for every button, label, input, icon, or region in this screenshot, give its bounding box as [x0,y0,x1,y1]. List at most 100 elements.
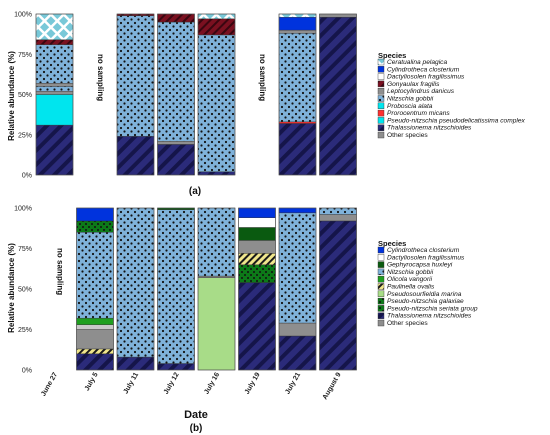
bar-outline [76,207,114,371]
x-tick-june-27: June 27 [40,371,59,397]
panel-b-x-title: Date [184,409,208,421]
no-sampling-label: no sampling [56,248,65,295]
legend-swatch [377,102,385,110]
y-tick-label: 25% [18,327,32,334]
no-sampling-label: no sampling [258,54,267,101]
x-tick-july-21: July 21 [284,371,302,395]
legend-item-dactyliosolen-fragilissimus: Dactyliosolen fragilissimus [387,74,465,81]
bar-segment-other-species [278,29,317,34]
bar-outline [116,13,155,176]
legend-item-leptocylindrus-danicus: Leptocylindrus danicus [387,88,455,95]
bar-segment-nitzschia-gobbii [157,209,195,364]
panel-b-label: (b) [190,423,203,434]
panel-a-bars: no sampling no sampling [35,13,357,176]
bar-segment-thalassionema-nitzschioides [278,335,317,371]
bar-segment-other-species [319,13,357,18]
bar-outline [197,13,236,176]
legend-title: Species [378,51,406,60]
legend-item-pseudo-nitzschia-seriata-group: Pseudo-nitzschia seriata group [387,305,478,312]
legend-swatch [377,268,385,276]
y-tick-label: 100% [14,206,32,213]
bar-segment-thalassionema-nitzschioides [319,17,357,176]
legend-item-paulinella-ovalis: Paulinella ovalis [387,284,435,291]
bar-segment-olisthodiscus-luteus [76,324,114,330]
bar-segment-nitzschia-gobbii [116,15,155,137]
bar-outline [278,207,317,371]
legend-item-cylindrotheca-closterium: Cylindrotheca closterium [387,247,460,254]
panel-b-bars: no sampling [56,207,357,371]
legend-swatch [377,319,385,327]
bar-segment-other-species [35,83,74,87]
y-tick-label: 75% [18,52,32,59]
y-tick-label: 0% [22,173,32,180]
panel-a-y-title: Relative abundance (%) [7,51,16,141]
bar-segment-ceratualina-pelagica [35,13,74,40]
bar-segment-other-species [76,329,114,350]
x-tick-july-12: July 12 [163,371,181,395]
bar-segment-cylindrotheca-closterium [278,17,317,31]
legend-swatch [377,117,385,124]
legend-swatch [377,290,385,297]
y-tick-label: 50% [18,287,32,294]
y-tick-label: 0% [22,368,32,375]
bar-segment-thalassionema-nitzschioides [157,363,195,371]
x-tick-july-11: July 11 [122,371,140,395]
y-tick-label: 100% [14,12,32,19]
legend-item-dactyliosolen-fragilissimus: Dactyliosolen fragilissimus [387,254,465,261]
bar-segment-thalassionema-nitzschioides [116,356,155,371]
x-tick-july-5: July 5 [84,371,100,392]
bar-outline [116,207,155,371]
legend-item-prorocentrum-micans: Prorocentrum micans [387,110,450,117]
panel-a: Relative abundance (%) 0% 25% 50% 75% 100% n… [7,12,526,198]
legend-item-pseudo-nitzschia-galaxiae: Pseudo-nitzschia galaxiae [387,298,464,305]
bar-segment-prorocentrum-micans [278,121,317,124]
bar-segment-pseudo-nitzschia-pseudodelicatissima-complex [35,91,74,95]
bar-segment-gonyaulax-fragilis [35,39,74,45]
legend-swatch [377,312,385,319]
legend-swatch [377,246,385,254]
legend-item-nitzschia-gobbii: Nitzschia gobbii [387,269,434,276]
bar-segment-thalassionema-nitzschioides [319,220,357,371]
legend-swatch [377,73,385,80]
legend-swatch [377,66,385,73]
bar-segment-nitzschia-gobbii [76,232,114,319]
bar-segment-thalassionema-nitzschioides [157,144,195,176]
bar-segment-thalassionema-nitzschioides [76,353,114,371]
bar-segment-nitzschia-gobbii [319,207,357,215]
bar-segment-cylindrotheca-closterium [278,207,317,214]
no-sampling-label: no sampling [96,54,105,101]
legend-item-gonyaulax-fragilis: Gonyaulax fragilis [387,81,440,88]
bar-segment-nitzschia-gobbii [197,34,236,172]
legend-swatch [377,87,385,95]
legend-item-ceratualina-pelagica: Ceratualina pelagica [387,59,447,66]
y-tick-label: 75% [18,246,32,253]
bar-segment-proboscia-alata [35,94,74,126]
legend-swatch [377,95,385,102]
bar-segment-paulinella-ovalis [76,348,114,355]
panel-b-y-title: Relative abundance (%) [7,243,16,333]
bar-segment-thalassionema-nitzschioides [35,124,74,176]
bar-segment-other-species [319,214,357,222]
bar-segment-other-species [197,275,236,278]
y-tick-label: 50% [18,92,32,99]
legend-item-other-species: Other species [387,132,428,139]
bar-segment-dactyliosolen-fragilissimus [238,217,276,228]
x-tick-august-9: August 9 [322,371,343,401]
x-tick-july-16: July 16 [203,371,221,395]
legend-swatch [377,305,385,312]
legend-swatch [377,297,385,305]
bar-segment-ceratualina-pelagica [278,13,317,18]
legend-title: Species [378,239,406,248]
y-tick-label: 25% [18,132,32,139]
legend-item-nitzschia-gobbii: Nitzschia gobbii [387,96,434,103]
bar-segment-olicola-vangorii [76,317,114,325]
x-tick-july-19: July 19 [244,371,262,395]
bar-segment-pseudo-nitzschia-galaxiae [238,264,276,283]
bar-segment-other-species [157,140,195,145]
bar-outline [35,13,74,176]
legend-swatch [377,124,385,131]
legend-item-cylindrotheca-closterium: Cylindrotheca closterium [387,66,460,73]
legend-item-gephyrocapsa-huxleyi: Gephyrocapsa huxleyi [387,262,453,269]
bar-segment-ceratualina-pelagica [197,13,236,20]
